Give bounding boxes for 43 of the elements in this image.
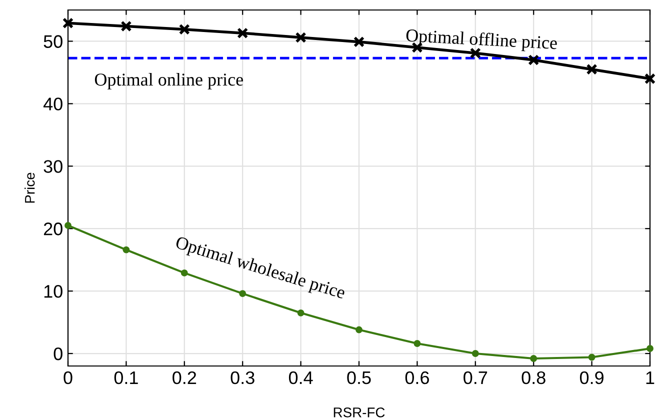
y-axis-title: Price: [24, 172, 35, 203]
point: [237, 28, 248, 39]
point: [530, 355, 538, 362]
x-tick-label: 0.6: [405, 371, 429, 384]
point: [239, 290, 246, 298]
x-tick-label: 0.9: [580, 371, 604, 384]
y-tick-label: 50: [44, 35, 62, 48]
y-tick-label: 30: [44, 160, 62, 173]
x-tick-label: 0.4: [288, 371, 313, 384]
y-tick-label: 0: [54, 347, 62, 360]
y-tick-label: 20: [44, 222, 62, 236]
point: [64, 222, 72, 229]
point: [356, 326, 362, 334]
x-tick-label: 0.2: [172, 371, 196, 384]
point: [644, 73, 656, 84]
x-tick-label: 0: [64, 371, 72, 384]
point: [528, 54, 540, 66]
point: [62, 18, 74, 29]
annotation: Optimal offline price: [406, 28, 558, 53]
point: [295, 32, 306, 44]
point: [588, 354, 596, 361]
annotation: Optimal online price: [94, 73, 243, 90]
x-axis-title: RSR-FC: [334, 408, 385, 418]
x-tick-label: 1: [646, 372, 654, 384]
y-tick-label: 10: [44, 284, 62, 298]
point: [586, 64, 598, 75]
point: [353, 36, 365, 48]
point: [180, 269, 188, 276]
y-tick-label: 40: [43, 98, 62, 110]
point: [472, 350, 479, 357]
x-tick-label: 0.5: [347, 371, 371, 384]
x-tick-label: 0.7: [464, 371, 488, 384]
x-tick-label: 0.8: [522, 371, 546, 384]
point: [120, 20, 132, 32]
point: [297, 309, 304, 316]
x-tick-label: 0.1: [114, 371, 138, 384]
point: [470, 48, 481, 59]
point: [178, 24, 190, 35]
point: [646, 345, 654, 352]
point: [122, 246, 130, 254]
x-tick-label: 0.3: [230, 371, 254, 384]
point: [414, 340, 421, 347]
annotation: Optimal wholesale price: [174, 236, 346, 302]
